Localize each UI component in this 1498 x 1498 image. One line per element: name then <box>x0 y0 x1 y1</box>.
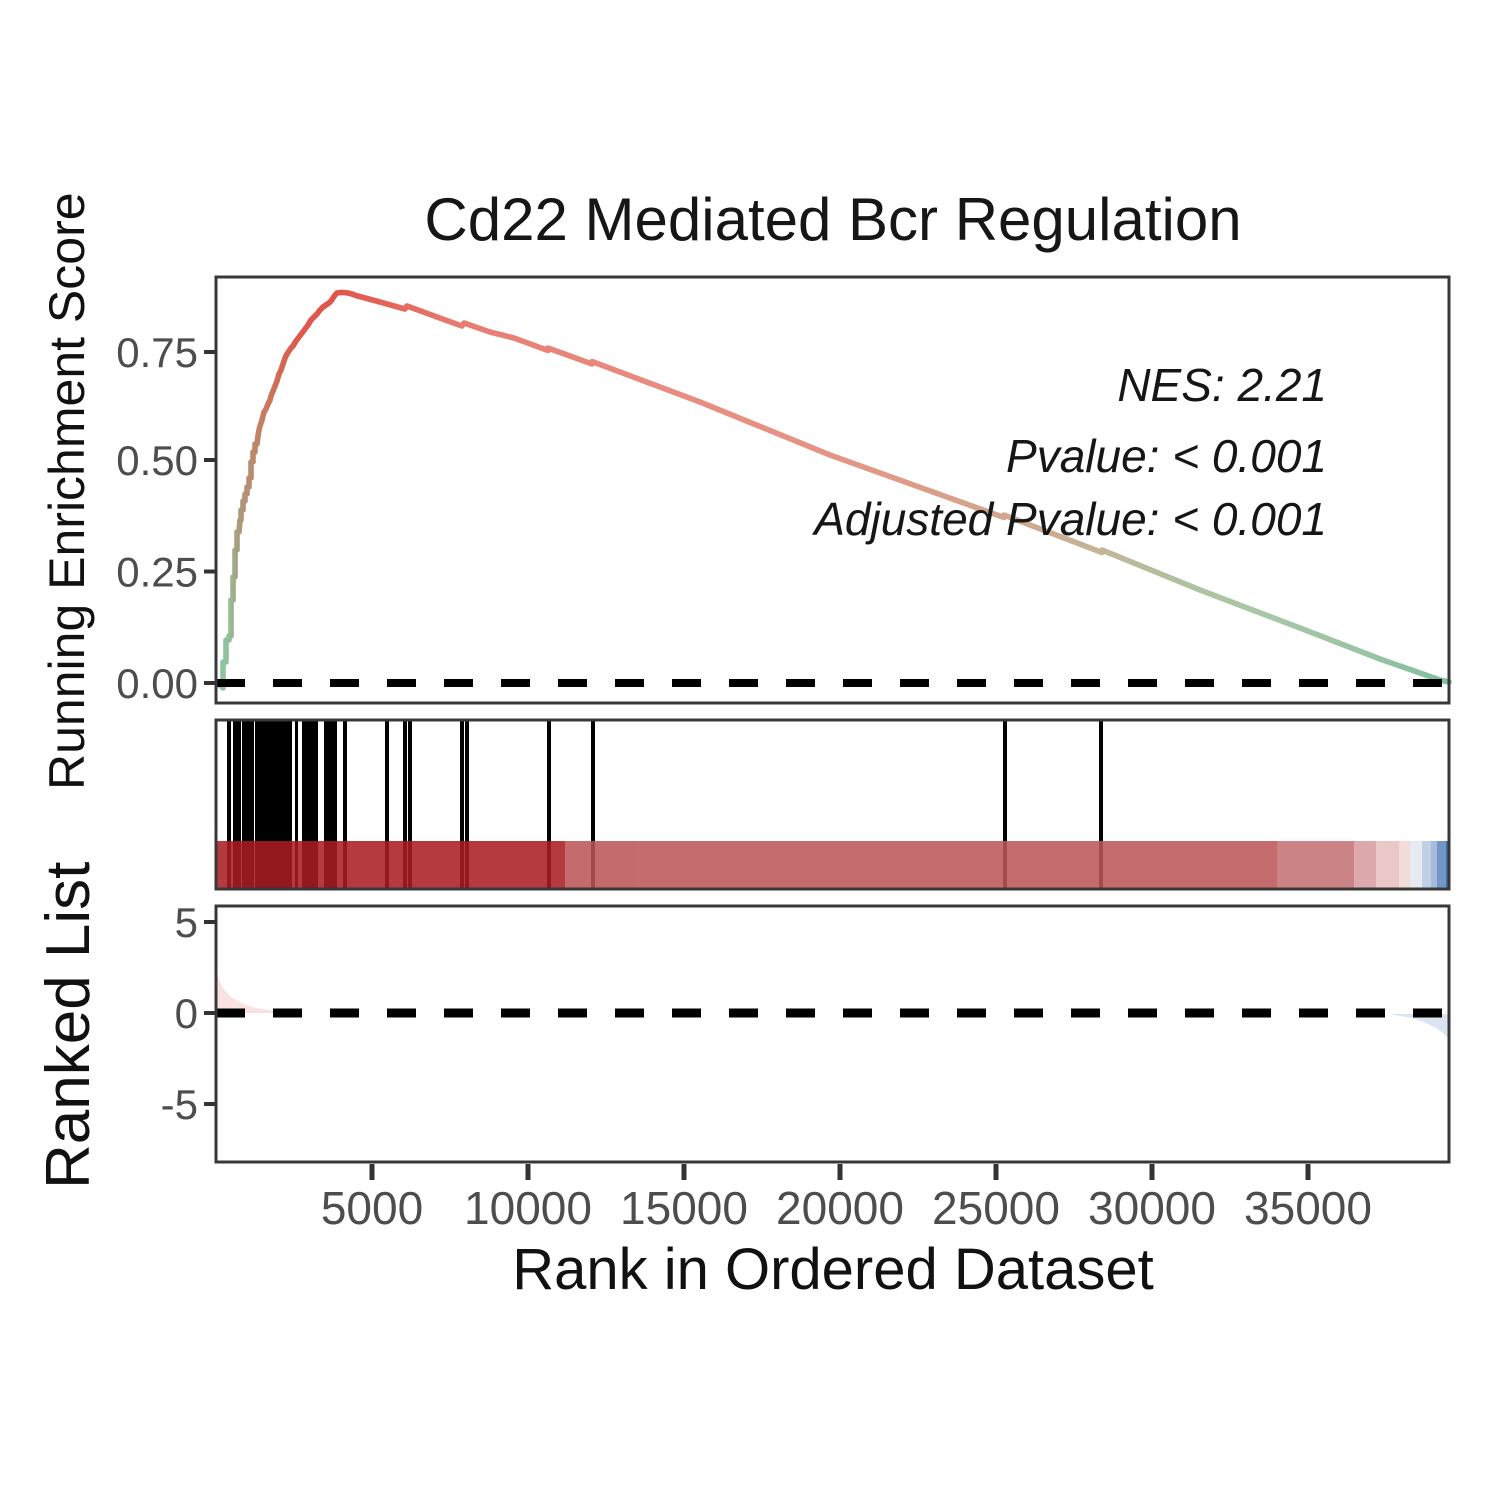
svg-text:Cd22 Mediated Bcr Regulation: Cd22 Mediated Bcr Regulation <box>424 186 1241 253</box>
svg-text:5: 5 <box>175 899 198 946</box>
svg-text:Ranked List: Ranked List <box>34 862 103 1189</box>
svg-text:0.25: 0.25 <box>116 549 198 596</box>
svg-text:10000: 10000 <box>464 1182 592 1234</box>
svg-text:15000: 15000 <box>620 1182 748 1234</box>
svg-text:0.00: 0.00 <box>116 660 198 707</box>
svg-text:0: 0 <box>175 990 198 1037</box>
svg-text:5000: 5000 <box>321 1182 423 1234</box>
svg-text:0.75: 0.75 <box>116 329 198 376</box>
svg-text:0.50: 0.50 <box>116 437 198 484</box>
svg-text:Running Enrichment Score: Running Enrichment Score <box>39 192 95 790</box>
svg-text:35000: 35000 <box>1244 1182 1372 1234</box>
svg-text:Adjusted Pvalue: < 0.001: Adjusted Pvalue: < 0.001 <box>811 493 1327 545</box>
svg-text:NES: 2.21: NES: 2.21 <box>1117 359 1327 411</box>
svg-text:20000: 20000 <box>776 1182 904 1234</box>
svg-text:Rank in Ordered Dataset: Rank in Ordered Dataset <box>512 1237 1154 1302</box>
svg-text:-5: -5 <box>161 1081 198 1128</box>
svg-text:Pvalue: < 0.001: Pvalue: < 0.001 <box>1006 430 1327 482</box>
svg-text:25000: 25000 <box>932 1182 1060 1234</box>
svg-text:30000: 30000 <box>1088 1182 1216 1234</box>
